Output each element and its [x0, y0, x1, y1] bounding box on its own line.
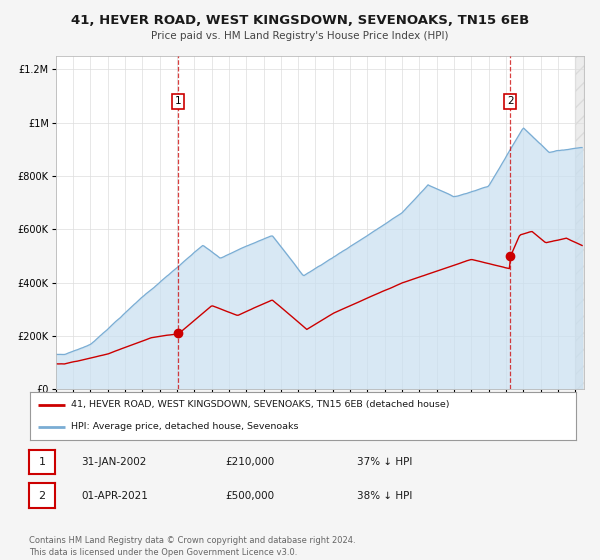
Text: 31-JAN-2002: 31-JAN-2002 [81, 457, 146, 467]
Text: 2: 2 [507, 96, 514, 106]
Text: 2: 2 [38, 491, 46, 501]
Text: 1: 1 [38, 457, 46, 467]
Text: 41, HEVER ROAD, WEST KINGSDOWN, SEVENOAKS, TN15 6EB (detached house): 41, HEVER ROAD, WEST KINGSDOWN, SEVENOAK… [71, 400, 449, 409]
Text: Price paid vs. HM Land Registry's House Price Index (HPI): Price paid vs. HM Land Registry's House … [151, 31, 449, 41]
Text: 41, HEVER ROAD, WEST KINGSDOWN, SEVENOAKS, TN15 6EB: 41, HEVER ROAD, WEST KINGSDOWN, SEVENOAK… [71, 14, 529, 27]
Text: Contains HM Land Registry data © Crown copyright and database right 2024.
This d: Contains HM Land Registry data © Crown c… [29, 536, 355, 557]
Text: 01-APR-2021: 01-APR-2021 [81, 491, 148, 501]
Text: £210,000: £210,000 [225, 457, 274, 467]
Text: 37% ↓ HPI: 37% ↓ HPI [357, 457, 412, 467]
Bar [575, 56, 584, 389]
Text: 1: 1 [175, 96, 182, 106]
Text: 38% ↓ HPI: 38% ↓ HPI [357, 491, 412, 501]
Text: £500,000: £500,000 [225, 491, 274, 501]
Text: HPI: Average price, detached house, Sevenoaks: HPI: Average price, detached house, Seve… [71, 422, 298, 431]
